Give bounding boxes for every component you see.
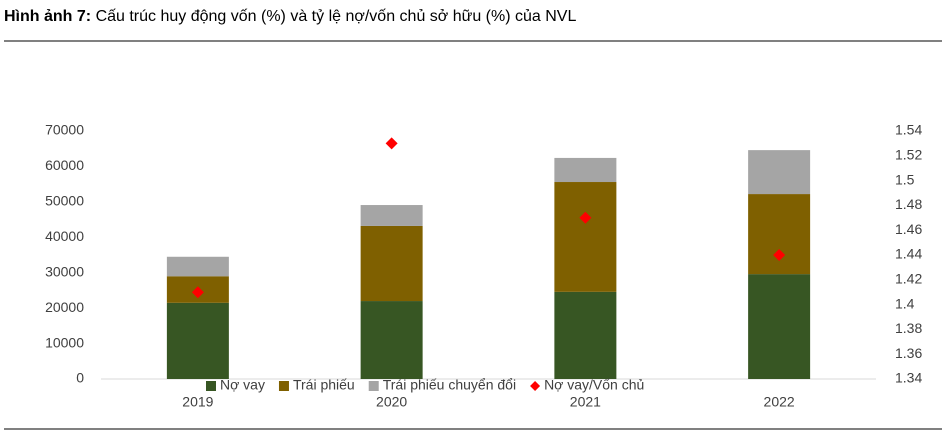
y-tick-label: 30000 [45,263,84,279]
bar-segment [554,182,617,292]
bar-segment [166,302,229,379]
x-tick-label: 2020 [376,394,407,410]
x-tick-label: 2021 [570,394,601,410]
legend-label: Trái phiếu [293,377,355,393]
title-label: Hình ảnh 7: [4,8,91,25]
marker [773,249,786,261]
title-text: Cấu trúc huy động vốn (%) và tỷ lệ nợ/vố… [96,8,577,25]
marker [579,211,592,224]
y-tick-label: 20000 [45,299,84,315]
x-tick-label: 2019 [182,394,213,410]
y2-tick-label: 1.48 [895,196,922,212]
legend-marker [530,381,541,391]
legend-label: Nợ vay/Vốn chủ [544,377,644,393]
y2-tick-label: 1.42 [895,271,922,287]
y-tick-label: 40000 [45,228,84,244]
marker [191,286,204,299]
y2-tick-label: 1.36 [895,345,922,361]
bar-segment [360,205,423,226]
bar-segment [166,256,229,277]
y2-tick-label: 1.44 [895,246,922,262]
y2-tick-label: 1.34 [895,370,922,386]
legend-marker [278,381,289,391]
x-tick-label: 2022 [764,394,795,410]
legend-marker [206,381,216,391]
bar-segment [748,194,811,275]
y-tick-label: 50000 [45,193,84,209]
bar-segment [554,291,617,379]
bar-segment [554,157,617,183]
bar-segment [748,274,811,379]
y2-tick-label: 1.46 [895,221,922,237]
bar-segment [360,301,423,379]
y2-tick-label: 1.54 [895,122,922,138]
y2-tick-label: 1.5 [895,171,915,187]
legend-label: Nợ vay [220,377,265,393]
chart-title: Hình ảnh 7: Cấu trúc huy động vốn (%) và… [4,8,576,25]
bar-segment [748,150,811,195]
y2-tick-label: 1.52 [895,147,922,163]
y-tick-label: 70000 [45,122,84,138]
marker [385,137,398,150]
legend-marker [368,381,379,391]
y-tick-label: 10000 [45,334,84,350]
y2-tick-label: 1.4 [895,295,915,311]
legend-label: Trái phiếu chuyển đổi [383,377,516,393]
y-tick-label: 60000 [45,157,84,173]
bar-segment [360,225,423,302]
y2-tick-label: 1.38 [895,320,922,336]
y-tick-label: 0 [76,370,84,386]
